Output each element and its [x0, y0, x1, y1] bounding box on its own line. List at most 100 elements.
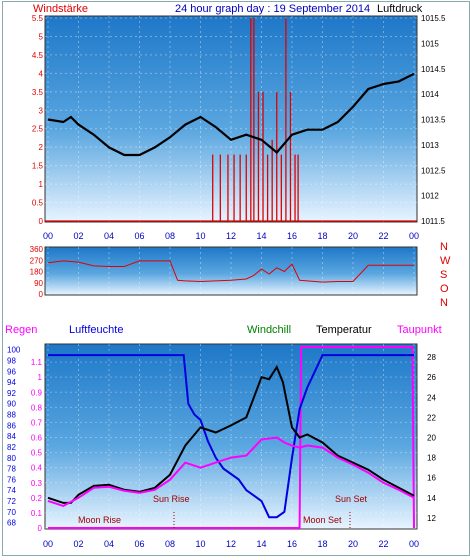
- direction-tick-label: 0: [39, 290, 44, 299]
- rain-tick-label: 0.6: [31, 434, 43, 443]
- wind-pressure-plot-area: [44, 15, 418, 223]
- compass-label: N: [440, 297, 448, 309]
- wind-tick-label: 4: [39, 69, 44, 78]
- humidity-tick-label: 86: [7, 421, 16, 430]
- pressure-tick-label: 1013.5: [421, 116, 446, 125]
- humidity-tick-label: 96: [7, 367, 16, 376]
- time-tick-label: 20: [348, 231, 358, 241]
- time-tick-label: 04: [104, 231, 114, 241]
- rain-tick-label: 0.5: [31, 449, 43, 458]
- time-tick-label: 00: [409, 231, 419, 241]
- time-tick-label: 08: [165, 231, 175, 241]
- time-tick-label: 22: [378, 539, 388, 549]
- pressure-tick-label: 1014.5: [421, 65, 446, 74]
- wind-tick-label: 0.5: [32, 199, 44, 208]
- rain-line: [48, 346, 415, 529]
- compass-label: O: [440, 283, 449, 295]
- pressure-axis-title: Luftdruck: [377, 3, 423, 15]
- humidity-tick-label: 72: [7, 497, 16, 506]
- time-tick-label: 20: [348, 539, 358, 549]
- compass-label: S: [440, 269, 447, 281]
- temperature-tick-label: 18: [427, 454, 436, 463]
- rain-legend: Regen: [5, 324, 37, 336]
- humidity-tick-label: 88: [7, 411, 16, 420]
- humidity-tick-label: 76: [7, 475, 16, 484]
- temperature-plot-area: [44, 343, 418, 530]
- rain-tick-label: 0.9: [31, 388, 43, 397]
- time-tick-label: 22: [378, 231, 388, 241]
- time-tick-label: 08: [165, 539, 175, 549]
- humidity-tick-label: 84: [7, 432, 16, 441]
- wind-tick-label: 2.5: [32, 125, 44, 134]
- wind-direction-line: [47, 260, 414, 283]
- temperature-tick-label: 26: [427, 373, 436, 382]
- humidity-tick-label: 92: [7, 389, 16, 398]
- moon-set-label: Moon Set: [303, 515, 342, 525]
- humidity-tick-label: 94: [7, 378, 16, 387]
- time-tick-label: 12: [226, 231, 236, 241]
- rain-tick-label: 0.7: [31, 418, 43, 427]
- wind-tick-label: 5: [39, 32, 44, 41]
- sun-rise-label: Sun Rise: [153, 494, 190, 504]
- wind-tick-label: 3.5: [32, 88, 44, 97]
- humidity-tick-label: 100: [7, 346, 21, 355]
- dewpoint-legend: Taupunkt: [397, 324, 442, 336]
- time-tick-label: 14: [256, 539, 266, 549]
- time-tick-label: 18: [317, 231, 327, 241]
- compass-label: N: [440, 241, 448, 253]
- time-tick-label: 02: [73, 231, 83, 241]
- wind-tick-label: 3: [39, 106, 44, 115]
- temperature-tick-label: 20: [427, 434, 436, 443]
- rain-tick-label: 0.3: [31, 479, 43, 488]
- humidity-tick-label: 82: [7, 443, 16, 452]
- time-tick-label: 00: [43, 231, 53, 241]
- time-tick-label: 02: [73, 539, 83, 549]
- wind-tick-label: 1: [39, 180, 44, 189]
- rain-tick-label: 0.2: [31, 494, 43, 503]
- humidity-tick-label: 78: [7, 465, 16, 474]
- pressure-tick-label: 1014: [421, 90, 439, 99]
- direction-tick-label: 180: [30, 268, 44, 277]
- time-tick-label: 06: [134, 231, 144, 241]
- temperature-tick-label: 16: [427, 474, 436, 483]
- rain-tick-label: 0.1: [31, 509, 43, 518]
- temperature-legend: Temperatur: [316, 324, 372, 336]
- humidity-tick-label: 70: [7, 508, 16, 517]
- humidity-tick-label: 68: [7, 519, 16, 528]
- time-tick-label: 12: [226, 539, 236, 549]
- humidity-legend: Luftfeuchte: [69, 324, 123, 336]
- time-tick-label: 16: [287, 539, 297, 549]
- time-tick-label: 00: [43, 539, 53, 549]
- humidity-tick-label: 80: [7, 454, 16, 463]
- wind-tick-label: 0: [39, 217, 44, 226]
- wind-axis-title: Windstärke: [33, 3, 88, 15]
- humidity-tick-label: 98: [7, 357, 16, 366]
- rain-tick-label: 0.4: [31, 464, 43, 473]
- humidity-tick-label: 90: [7, 400, 16, 409]
- windchill-legend: Windchill: [247, 324, 291, 336]
- time-tick-label: 14: [256, 231, 266, 241]
- time-tick-label: 04: [104, 539, 114, 549]
- weather-chart: Windstärke 24 hour graph day : 19 Septem…: [5, 3, 451, 549]
- rain-tick-label: 1.1: [31, 358, 43, 367]
- direction-tick-label: 270: [30, 256, 44, 265]
- sun-set-label: Sun Set: [335, 494, 368, 504]
- time-tick-label: 00: [409, 539, 419, 549]
- direction-tick-label: 360: [30, 245, 44, 254]
- pressure-tick-label: 1013: [421, 141, 439, 150]
- time-tick-label: 10: [195, 231, 205, 241]
- temperature-tick-label: 28: [427, 353, 436, 362]
- dewpoint-line: [47, 436, 415, 507]
- pressure-tick-label: 1015.5: [421, 14, 446, 23]
- moon-rise-label: Moon Rise: [78, 515, 121, 525]
- pressure-tick-label: 1012.5: [421, 166, 446, 175]
- time-tick-label: 10: [195, 539, 205, 549]
- temperature-tick-label: 14: [427, 494, 436, 503]
- direction-tick-label: 90: [34, 279, 43, 288]
- time-tick-label: 16: [287, 231, 297, 241]
- temperature-line: [47, 364, 415, 504]
- wind-tick-label: 1.5: [32, 162, 44, 171]
- time-tick-label: 18: [317, 539, 327, 549]
- rain-tick-label: 1: [38, 373, 43, 382]
